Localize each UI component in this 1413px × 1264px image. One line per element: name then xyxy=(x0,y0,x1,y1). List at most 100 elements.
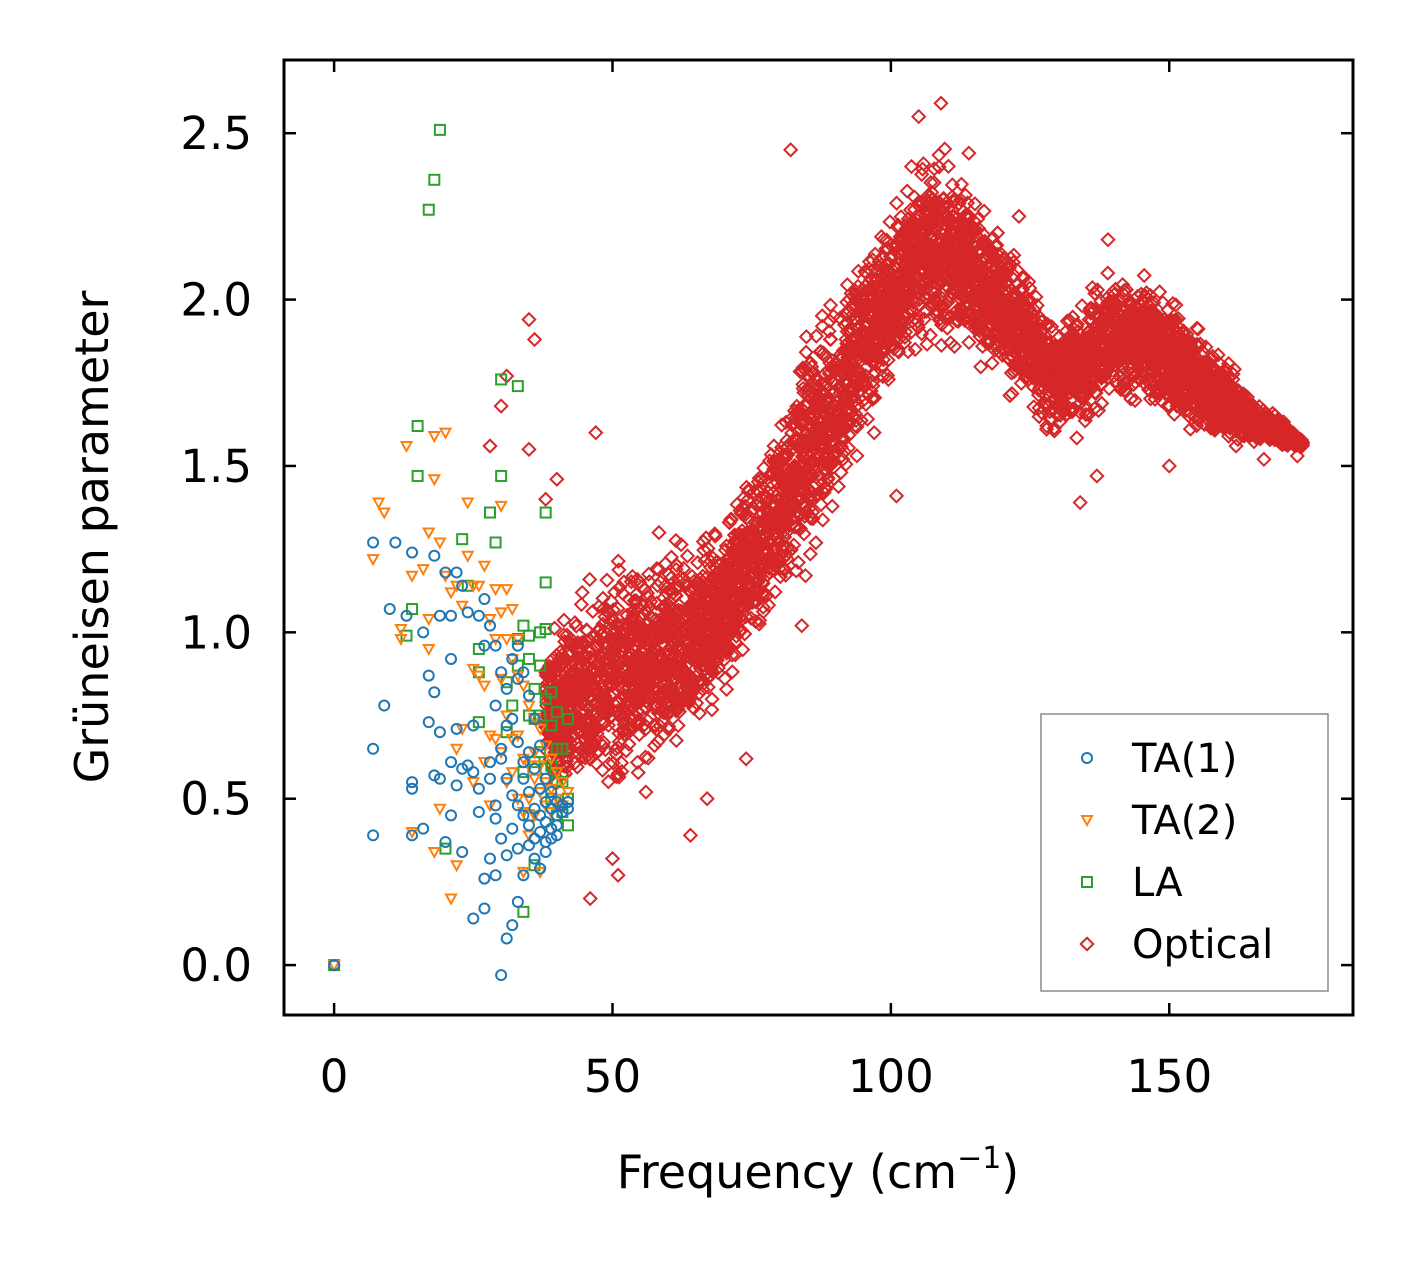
data-point xyxy=(556,724,572,740)
data-point xyxy=(991,266,1007,282)
data-point xyxy=(989,237,1005,253)
data-point xyxy=(562,735,579,751)
data-point xyxy=(866,364,883,380)
data-point xyxy=(639,713,656,729)
data-point xyxy=(953,176,970,192)
data-point xyxy=(809,452,825,468)
data-point xyxy=(774,417,790,433)
data-point xyxy=(972,295,989,312)
data-point xyxy=(933,267,949,283)
data-point xyxy=(898,289,914,306)
data-point xyxy=(1030,387,1047,403)
data-point xyxy=(570,719,586,736)
data-point xyxy=(727,634,743,650)
data-point xyxy=(622,698,638,714)
data-point xyxy=(1150,379,1166,395)
data-point xyxy=(961,334,977,351)
data-point xyxy=(1104,311,1120,327)
data-point xyxy=(1150,309,1166,325)
data-point xyxy=(1006,284,1023,301)
data-point xyxy=(582,571,598,588)
data-point xyxy=(942,252,958,268)
points-layer xyxy=(327,95,1311,982)
data-point xyxy=(868,344,885,360)
data-point xyxy=(607,641,623,658)
data-point xyxy=(689,555,706,571)
data-point xyxy=(1002,387,1018,404)
data-point xyxy=(1004,385,1020,402)
data-point xyxy=(925,260,942,277)
data-point xyxy=(744,550,760,566)
data-point xyxy=(1087,385,1103,401)
data-point xyxy=(890,220,906,236)
data-point xyxy=(558,753,575,769)
data-point xyxy=(1075,359,1091,376)
data-point xyxy=(792,436,809,453)
data-point xyxy=(955,273,971,289)
data-point xyxy=(888,195,905,211)
data-point xyxy=(1069,318,1085,335)
data-point xyxy=(1204,407,1220,423)
data-point xyxy=(1023,304,1039,320)
data-point xyxy=(914,266,930,282)
data-point xyxy=(1034,313,1050,330)
data-point xyxy=(610,553,626,569)
data-point xyxy=(866,279,882,295)
data-point xyxy=(624,719,641,735)
data-point xyxy=(673,680,689,696)
data-point xyxy=(939,320,955,336)
data-point xyxy=(978,333,994,349)
data-point xyxy=(820,470,836,486)
data-point xyxy=(794,490,810,507)
data-point xyxy=(918,303,935,319)
data-point xyxy=(628,619,644,635)
data-point xyxy=(724,664,740,680)
data-point xyxy=(682,640,698,657)
data-point xyxy=(1043,318,1060,335)
data-point xyxy=(919,336,935,352)
data-point xyxy=(778,440,794,456)
data-point xyxy=(735,642,751,658)
data-point xyxy=(569,759,585,775)
data-point xyxy=(1032,310,1048,326)
data-point xyxy=(858,277,874,294)
data-point xyxy=(687,590,703,606)
data-point xyxy=(788,563,804,579)
data-point xyxy=(980,320,996,337)
data-point xyxy=(1112,353,1128,369)
data-point xyxy=(595,590,611,607)
data-point xyxy=(704,701,720,718)
data-point xyxy=(590,655,606,671)
data-point xyxy=(940,158,957,174)
data-point xyxy=(1161,399,1177,416)
data-point xyxy=(709,652,725,668)
data-point xyxy=(789,430,805,446)
data-point xyxy=(1166,387,1182,403)
data-point xyxy=(718,681,735,697)
data-point xyxy=(896,257,912,273)
data-point xyxy=(976,252,992,268)
data-point xyxy=(834,429,850,445)
data-point xyxy=(970,321,987,337)
data-point xyxy=(1110,359,1126,375)
data-point xyxy=(721,638,738,655)
data-point xyxy=(998,325,1015,341)
data-point xyxy=(1000,296,1016,313)
data-point xyxy=(539,668,556,684)
data-point xyxy=(879,367,896,384)
data-point xyxy=(1222,425,1238,441)
data-point xyxy=(1117,382,1133,398)
data-point xyxy=(1107,281,1124,297)
data-point xyxy=(830,478,847,495)
data-point xyxy=(779,507,796,524)
data-point xyxy=(916,304,932,320)
data-point xyxy=(1002,341,1019,358)
data-point xyxy=(968,317,985,333)
data-point xyxy=(637,749,654,765)
data-point xyxy=(871,324,887,340)
data-point xyxy=(624,568,641,585)
data-point xyxy=(1125,324,1141,340)
data-point xyxy=(887,302,903,319)
data-point xyxy=(786,480,802,496)
data-point xyxy=(1120,330,1137,347)
